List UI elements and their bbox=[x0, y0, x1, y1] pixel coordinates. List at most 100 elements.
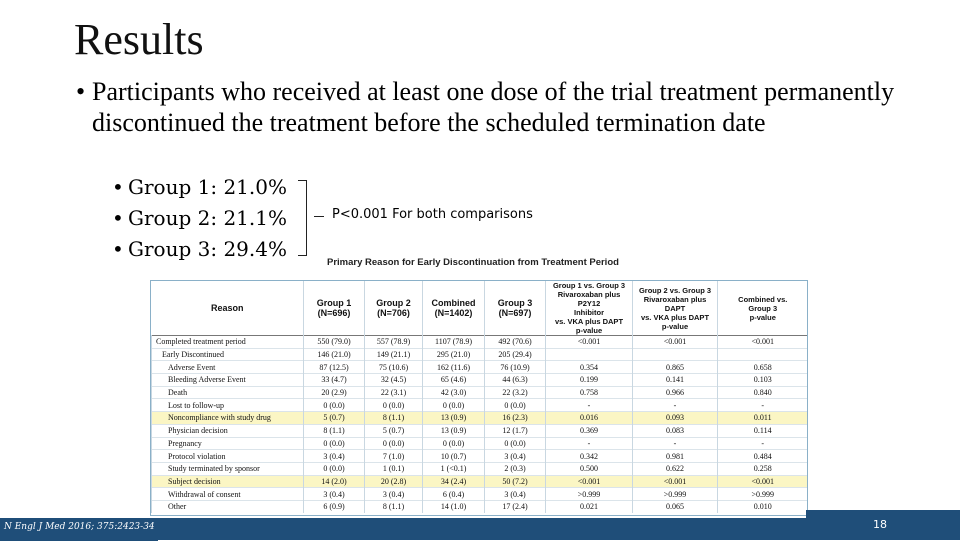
table-cell-p23 bbox=[632, 347, 718, 361]
header-combined: Combined (N=1402) bbox=[422, 281, 485, 336]
table-cell-g1: 0 (0.0) bbox=[303, 461, 365, 476]
table-cell-p13: - bbox=[545, 398, 633, 412]
table-cell-g3: 17 (2.4) bbox=[484, 499, 546, 513]
table-cell-g3: 0 (0.0) bbox=[484, 436, 546, 450]
table-cell-reason: Withdrawal of consent bbox=[151, 487, 304, 501]
table-row: Study terminated by sponsor 0 (0.0) 1 (0.1… bbox=[151, 461, 807, 476]
table-cell-pc3: 0.114 bbox=[717, 423, 807, 437]
table-cell-g1: 3 (0.4) bbox=[303, 487, 365, 501]
table-cell-pc3: - bbox=[717, 436, 807, 450]
table-cell-pc3: 0.658 bbox=[717, 360, 807, 374]
table-cell-pc3: - bbox=[717, 398, 807, 412]
table-cell-g2: 0 (0.0) bbox=[364, 398, 423, 412]
bullet-dot-icon: • bbox=[112, 237, 124, 261]
bullet-dot-icon: • bbox=[112, 206, 124, 230]
table-cell-combined: 162 (11.6) bbox=[422, 360, 485, 374]
table-cell-p23: 0.065 bbox=[632, 499, 718, 513]
header-group3: Group 3 (N=697) bbox=[484, 281, 546, 336]
table-row: Noncompliance with study drug 5 (0.7) 8 (1… bbox=[151, 411, 807, 425]
pvalue-note: P<0.001 For both comparisons bbox=[332, 207, 533, 222]
table-cell-g2: 3 (0.4) bbox=[364, 487, 423, 501]
table-cell-reason: Other bbox=[151, 499, 304, 513]
table-cell-g3: 0 (0.0) bbox=[484, 398, 546, 412]
table-cell-g3: 3 (0.4) bbox=[484, 487, 546, 501]
table-cell-reason: Pregnancy bbox=[151, 436, 304, 450]
slide-title: Results bbox=[74, 15, 204, 64]
table-cell-p23: 0.622 bbox=[632, 461, 718, 476]
table-cell-combined: 14 (1.0) bbox=[422, 499, 485, 513]
table-cell-reason: Physician decision bbox=[151, 423, 304, 437]
table-cell-p13: 0.500 bbox=[545, 461, 633, 476]
table-cell-pc3 bbox=[717, 347, 807, 361]
table-cell-pc3: <0.001 bbox=[717, 335, 807, 349]
table-cell-g1: 0 (0.0) bbox=[303, 398, 365, 412]
table-cell-pc3: 0.840 bbox=[717, 385, 807, 399]
table-cell-reason: Study terminated by sponsor bbox=[151, 461, 304, 476]
table-cell-g1: 87 (12.5) bbox=[303, 360, 365, 374]
table-cell-pc3: 0.011 bbox=[717, 411, 807, 425]
table-row: Subject decision 14 (2.0) 20 (2.8) 34 (2.4)… bbox=[151, 474, 807, 488]
table-cell-combined: 13 (0.9) bbox=[422, 411, 485, 425]
table-cell-g2: 75 (10.6) bbox=[364, 360, 423, 374]
table-cell-reason: Lost to follow-up bbox=[151, 398, 304, 412]
page-number: 18 bbox=[873, 518, 887, 531]
bullet-dot-icon: • bbox=[76, 77, 86, 106]
table-cell-g3: 3 (0.4) bbox=[484, 449, 546, 463]
table-cell-pc3: 0.484 bbox=[717, 449, 807, 463]
bracket-pointer bbox=[314, 216, 324, 217]
main-bullet-text: Participants who received at least one d… bbox=[92, 77, 895, 137]
table-cell-reason: Early Discontinued bbox=[151, 347, 304, 361]
table-cell-g1: 20 (2.9) bbox=[303, 385, 365, 399]
table-cell-combined: 295 (21.0) bbox=[422, 347, 485, 361]
header-combined-vs-g3: Combined vs. Group 3 p-value bbox=[717, 281, 807, 336]
table-cell-reason: Protocol violation bbox=[151, 449, 304, 463]
table-cell-combined: 42 (3.0) bbox=[422, 385, 485, 399]
table-cell-p13: <0.001 bbox=[545, 335, 633, 349]
table-cell-p13: <0.001 bbox=[545, 474, 633, 488]
group-rate-text: Group 3: 29.4% bbox=[128, 237, 287, 261]
table-cell-p23: <0.001 bbox=[632, 474, 718, 488]
table-row: Physician decision 8 (1.1) 5 (0.7) 13 (0.9)… bbox=[151, 423, 807, 437]
table-row: Protocol violation 3 (0.4) 7 (1.0) 10 (0.7)… bbox=[151, 449, 807, 463]
table-cell-combined: 34 (2.4) bbox=[422, 474, 485, 488]
header-reason: Reason bbox=[210, 303, 244, 313]
table-cell-pc3: <0.001 bbox=[717, 474, 807, 488]
table-cell-g2: 8 (1.1) bbox=[364, 499, 423, 513]
table-cell-combined: 6 (0.4) bbox=[422, 487, 485, 501]
table-title: Primary Reason for Early Discontinuation… bbox=[327, 257, 619, 268]
table-cell-reason: Adverse Event bbox=[151, 360, 304, 374]
table-cell-g3: 50 (7.2) bbox=[484, 474, 546, 488]
table-cell-combined: 0 (0.0) bbox=[422, 436, 485, 450]
table-cell-g2: 7 (1.0) bbox=[364, 449, 423, 463]
header-g2-vs-g3: Group 2 vs. Group 3 Rivaroxaban plus DAP… bbox=[632, 281, 718, 336]
table-cell-g1: 3 (0.4) bbox=[303, 449, 365, 463]
table-cell-g1: 8 (1.1) bbox=[303, 423, 365, 437]
table-cell-combined: 0 (0.0) bbox=[422, 398, 485, 412]
table-cell-p23: 0.865 bbox=[632, 360, 718, 374]
table-row: Pregnancy 0 (0.0) 0 (0.0) 0 (0.0) 0 (0.0) - - - bbox=[151, 436, 807, 450]
table-cell-combined: 1107 (78.9) bbox=[422, 335, 485, 349]
table-cell-p23: <0.001 bbox=[632, 335, 718, 349]
table-cell-pc3: 0.258 bbox=[717, 461, 807, 476]
table-row: Completed treatment period 550 (79.0) 557 … bbox=[151, 335, 807, 349]
table-row: Early Discontinued 146 (21.0) 149 (21.1) 29… bbox=[151, 347, 807, 361]
table-row: Death 20 (2.9) 22 (3.1) 42 (3.0) 22 (3.2) 0.7… bbox=[151, 385, 807, 399]
table-cell-g3: 16 (2.3) bbox=[484, 411, 546, 425]
table-cell-combined: 1 (<0.1) bbox=[422, 461, 485, 476]
table-cell-g3: 205 (29.4) bbox=[484, 347, 546, 361]
table-cell-g2: 22 (3.1) bbox=[364, 385, 423, 399]
table-cell-p23: 0.981 bbox=[632, 449, 718, 463]
table-cell-g3: 492 (70.6) bbox=[484, 335, 546, 349]
footer-right-panel bbox=[806, 510, 960, 540]
table-cell-g3: 76 (10.9) bbox=[484, 360, 546, 374]
header-group1: Group 1 (N=696) bbox=[303, 281, 365, 336]
table-cell-reason: Subject decision bbox=[151, 474, 304, 488]
table-cell-pc3: >0.999 bbox=[717, 487, 807, 501]
citation-box bbox=[0, 517, 158, 541]
group-rate-item: • Group 2: 21.1% bbox=[112, 203, 287, 234]
table-cell-g1: 6 (0.9) bbox=[303, 499, 365, 513]
table-cell-p13: 0.758 bbox=[545, 385, 633, 399]
table-cell-p13: 0.342 bbox=[545, 449, 633, 463]
table-cell-combined: 65 (4.6) bbox=[422, 373, 485, 387]
table-cell-g2: 1 (0.1) bbox=[364, 461, 423, 476]
